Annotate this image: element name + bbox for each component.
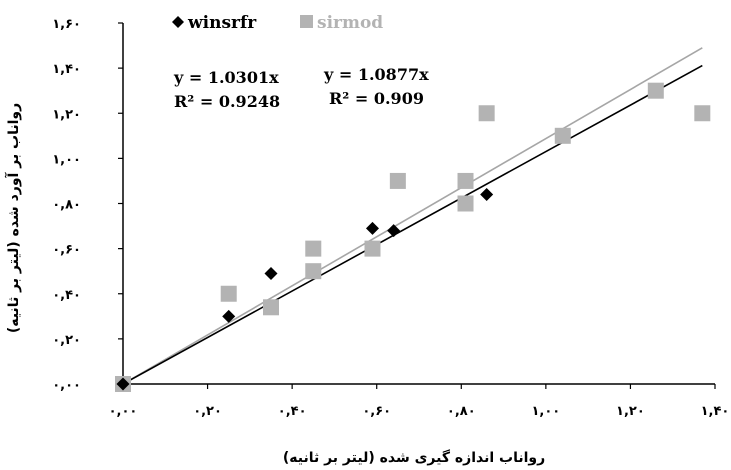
x-tick-label: ۱,۴۰: [701, 404, 730, 419]
x-tick-label: ۰,۸۰: [447, 404, 476, 419]
y-tick-label: ۱,۲۰: [52, 107, 81, 122]
data-point-sirmod: [220, 285, 237, 302]
x-tick-label: ۰,۶۰: [362, 404, 391, 419]
data-point-sirmod: [457, 195, 474, 212]
data-point-sirmod: [554, 127, 571, 144]
data-point-winsrfr: [387, 224, 401, 238]
x-tick-label: ۰,۰۰: [109, 404, 138, 419]
x-tick-label: ۱,۰۰: [531, 404, 560, 419]
points-layer: [115, 82, 711, 392]
x-tick-label: ۰,۴۰: [278, 404, 307, 419]
y-tick-label: ۱,۶۰: [52, 17, 81, 32]
x-tick-label: ۰,۲۰: [193, 404, 222, 419]
y-tick-label: ۱,۰۰: [52, 152, 81, 167]
data-point-winsrfr: [116, 377, 130, 391]
axes-layer: ۰,۰۰ ۰,۲۰ ۰,۴۰ ۰,۶۰ ۰,۸۰ ۱,۰۰ ۱,۲۰ ۱,۴۰ ۰,۰۰ ۰,۲۰…: [52, 17, 729, 419]
legend-label-sirmod: sirmod: [317, 13, 383, 33]
data-point-winsrfr: [480, 187, 494, 201]
y-tick-label: ۰,۸۰: [52, 198, 81, 213]
y-tick-label: ۰,۲۰: [52, 333, 81, 348]
data-point-sirmod: [694, 105, 711, 122]
trendline-sirmod: [122, 47, 703, 385]
y-tick-label: ۰,۶۰: [52, 243, 81, 258]
data-point-sirmod: [263, 299, 279, 316]
trendline-equations: y = 1.0301x R² = 0.9248 y = 1.0877x R² =…: [173, 65, 429, 111]
legend-marker-winsrfr: [172, 16, 184, 28]
equation-winsrfr: y = 1.0301x: [173, 68, 279, 87]
data-point-sirmod: [305, 263, 322, 280]
y-tick-label: ۰,۰۰: [52, 378, 81, 393]
y-tick-label: ۱,۴۰: [52, 62, 81, 77]
data-point-winsrfr: [222, 309, 236, 323]
data-point-winsrfr: [365, 221, 379, 235]
y-tick-label: ۰,۴۰: [52, 288, 81, 303]
x-tick-label: ۱,۲۰: [616, 404, 645, 419]
equation-sirmod: y = 1.0877x: [323, 65, 429, 84]
r-squared-winsrfr: R² = 0.9248: [174, 92, 280, 111]
trendlines-layer: [122, 47, 703, 385]
legend-marker-sirmod: [300, 15, 313, 28]
data-point-sirmod: [305, 240, 322, 257]
r-squared-sirmod: R² = 0.909: [329, 89, 424, 108]
data-point-sirmod: [647, 82, 664, 99]
data-point-sirmod: [389, 172, 406, 189]
data-point-sirmod: [364, 240, 381, 257]
data-point-sirmod: [457, 172, 474, 189]
data-point-sirmod: [478, 105, 495, 122]
legend-label-winsrfr: winsrfr: [187, 13, 257, 33]
y-axis-title: رواناب بر آورد شده (لیتر بر ثانیه): [4, 103, 22, 333]
x-axis-title: رواناب اندازه گیری شده (لیتر بر ثانیه): [283, 449, 545, 466]
trendline-winsrfr: [122, 64, 703, 385]
legend: winsrfr sirmod: [172, 13, 383, 33]
data-point-winsrfr: [264, 266, 278, 280]
